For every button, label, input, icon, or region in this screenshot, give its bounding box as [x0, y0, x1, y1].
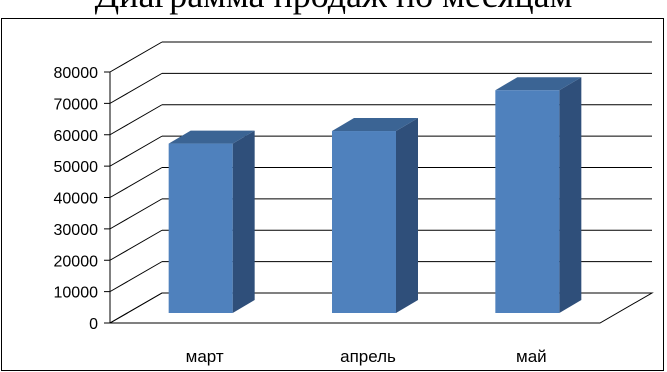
bar — [332, 118, 418, 314]
bar-side — [396, 118, 418, 314]
y-tick-label: 0 — [89, 316, 98, 333]
x-category-label: апрель — [340, 347, 396, 366]
gridline-diagonal — [109, 41, 163, 73]
gridline-diagonal — [109, 261, 163, 293]
y-tick-label: 80000 — [54, 65, 99, 82]
bar — [495, 77, 582, 313]
x-category-label: март — [186, 347, 224, 366]
y-tick-label: 50000 — [54, 159, 99, 176]
bar — [168, 130, 255, 313]
y-tick-label: 40000 — [54, 191, 99, 208]
gridline-diagonal — [109, 292, 163, 324]
x-category-labels: март апрель май — [186, 347, 547, 366]
gridline-diagonal — [109, 72, 163, 104]
bar-top — [332, 118, 418, 132]
bar-top — [168, 130, 255, 144]
y-tick-label: 10000 — [54, 285, 99, 302]
y-tick-label: 60000 — [54, 128, 99, 145]
gridline-diagonal — [109, 167, 163, 198]
bar-front — [495, 90, 560, 313]
bar-side — [232, 130, 255, 313]
y-tick-labels: 0 10000 20000 30000 40000 50000 60000 70000 8000… — [54, 65, 99, 333]
gridline-diagonal — [109, 229, 163, 261]
page-header-text: Диаграмма продаж по месяцам — [0, 0, 667, 20]
y-tick-label: 30000 — [54, 222, 99, 239]
gridline-diagonal — [109, 104, 163, 136]
bars — [168, 77, 582, 314]
y-tick-label: 20000 — [54, 253, 99, 270]
bar-front — [168, 143, 233, 313]
y-tick-label: 70000 — [54, 96, 99, 113]
bar-top — [495, 77, 582, 91]
bar-side — [559, 77, 582, 313]
gridline-diagonal — [109, 135, 163, 167]
gridline-diagonal — [109, 198, 163, 230]
x-category-label: май — [516, 347, 547, 366]
bar-front — [332, 131, 396, 313]
